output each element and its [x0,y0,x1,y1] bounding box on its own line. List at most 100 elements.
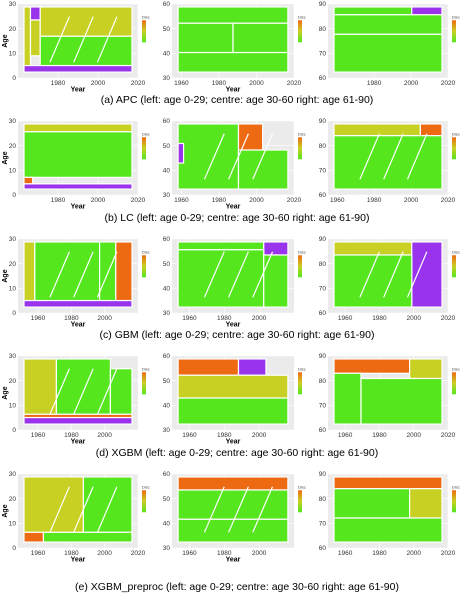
heatmap-tile [29,6,41,21]
heatmap-tile [23,531,45,543]
heatmap-tile [98,241,117,302]
heatmap-xgbm_preproc-centre: 1960 1980 2000 30 40 50 60 Year Disc [163,471,306,563]
legend-title: Disc [298,366,306,371]
legend-colorbar [452,255,456,278]
x-tick-label: 2000 [252,315,267,322]
x-tick-label: 2000 [406,432,421,439]
y-tick-label: 30 [9,236,17,243]
x-tick-label: 1980 [64,550,79,557]
y-tick-label: 70 [319,521,327,528]
y-tick-label: 20 [9,261,17,268]
heatmap-tile [115,241,133,302]
y-tick-label: 60 [319,310,327,317]
legend-colorbar [142,372,146,395]
x-tick-label: 2020 [441,315,456,322]
heatmap-apc-centre: 1960 1980 2000 2020 30 40 50 60 Year Disc [163,1,306,93]
x-axis-label: Year [71,557,86,564]
x-tick-label: 2020 [131,550,146,557]
heatmap-tile [29,19,41,57]
heatmap-tile [23,123,133,133]
y-tick-label: 80 [319,261,327,268]
heatmap-tile [23,6,32,73]
heatmap-tile [177,358,240,376]
heatmap-tile [333,476,443,490]
heatmap-tile [360,377,443,425]
legend-title: Disc [142,484,150,489]
x-tick-label: 2020 [441,197,456,204]
x-tick-label: 2000 [249,80,264,87]
x-tick-label: 2020 [441,550,456,557]
y-tick-label: 30 [163,427,171,434]
cohort-boundary [228,251,249,298]
y-tick-label: 10 [9,51,17,58]
y-tick-label: 20 [9,378,17,385]
legend-title: Disc [298,249,306,254]
legend-colorbar [452,490,456,513]
y-tick-label: 30 [9,1,17,8]
heatmap-tile [333,358,411,374]
legend-colorbar [142,137,146,160]
x-tick-label: 1980 [217,315,232,322]
x-tick-label: 2000 [91,197,106,204]
y-tick-label: 0 [12,192,16,199]
y-tick-label: 80 [319,378,327,385]
legend-title: Disc [452,249,460,254]
y-tick-label: 60 [319,545,327,552]
cohort-boundary [96,368,118,415]
heatmap-tile [333,135,443,190]
heatmap-tile [232,22,289,54]
heatmap-tile [263,241,289,256]
y-tick-label: 60 [163,353,171,360]
heatmap-apc-right: 1980 2000 2020 60 70 80 90 Disc [319,1,460,87]
heatmap-tile [82,476,133,533]
heatmap-tile [177,518,289,543]
y-tick-label: 30 [163,310,171,317]
cohort-boundary [359,251,380,298]
y-tick-label: 50 [163,496,171,503]
heatmap-xgbm-left: 1960 1980 2000 0 10 20 30 Year Age Disc [2,353,150,445]
x-tick-label: 1980 [51,197,66,204]
x-tick-label: 1960 [31,432,46,439]
x-tick-label: 2020 [287,80,302,87]
heatmap-tile [42,531,133,543]
x-tick-label: 1980 [212,197,227,204]
heatmap-tile [177,22,234,54]
x-tick-label: 1960 [338,432,353,439]
x-axis-label: Year [226,204,241,211]
heatmap-tile [409,358,443,380]
y-axis-label: Age [2,386,9,399]
y-tick-label: 30 [163,545,171,552]
heatmap-tile [333,14,443,35]
x-tick-label: 1960 [31,550,46,557]
cohort-boundary [203,486,225,533]
heatmap-tile [409,488,443,519]
y-tick-label: 30 [9,118,17,125]
heatmap-tile [237,358,267,376]
y-tick-label: 40 [163,403,171,410]
cohort-boundary [96,16,118,63]
x-axis-label: Year [226,557,241,564]
heatmap-tile [177,374,289,399]
y-tick-label: 30 [9,353,17,360]
heatmap-tile [39,35,133,67]
legend-colorbar [452,372,456,395]
heatmap-tile [177,489,289,520]
heatmap-xgbm_preproc-right: 1960 1980 2000 2020 60 70 80 90 Disc [319,471,460,557]
x-tick-label: 1960 [174,197,189,204]
y-tick-label: 30 [9,471,17,478]
legend-colorbar [298,255,302,278]
cohort-boundary [383,251,404,298]
x-tick-label: 1960 [182,550,197,557]
heatmap-tile [411,6,443,16]
x-tick-label: 2000 [97,432,112,439]
heatmap-lc-left: 1980 2000 2020 0 10 20 30 Year Age Disc [2,118,150,210]
cohort-boundary [96,486,118,533]
y-tick-label: 70 [319,286,327,293]
x-tick-label: 1980 [372,550,387,557]
cohort-boundary [49,251,70,298]
legend-colorbar [298,137,302,160]
x-tick-label: 2020 [441,432,456,439]
legend-title: Disc [452,366,460,371]
y-tick-label: 10 [9,521,17,528]
legend-colorbar [298,490,302,513]
